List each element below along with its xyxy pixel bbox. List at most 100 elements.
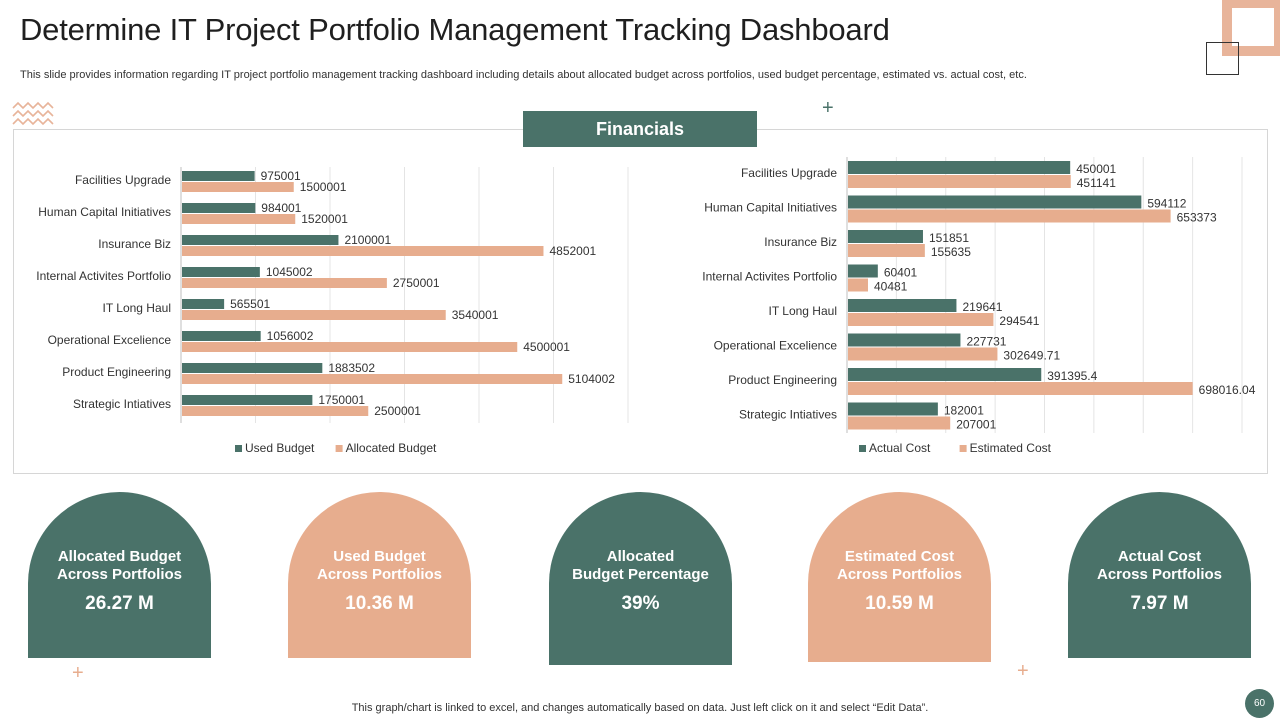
legend-swatch xyxy=(335,445,343,452)
category-label: Strategic Intiatives xyxy=(73,397,171,411)
data-label: 182001 xyxy=(944,404,984,418)
category-label: IT Long Haul xyxy=(103,301,172,315)
bar-allocated-budget xyxy=(182,342,518,352)
bar-allocated-budget xyxy=(182,214,296,224)
data-label: 698016.04 xyxy=(1199,383,1256,397)
category-label: Operational Excelience xyxy=(714,339,838,353)
bar-used-budget xyxy=(182,171,255,181)
bar-allocated-budget xyxy=(182,182,294,192)
data-label: 60401 xyxy=(884,266,918,280)
page-number: 60 xyxy=(1245,689,1274,718)
plus-decoration-icon: + xyxy=(822,97,834,119)
bar-estimated-cost xyxy=(848,382,1193,395)
category-label: Human Capital Initiatives xyxy=(704,201,837,215)
data-label: 4500001 xyxy=(523,340,570,354)
kpi-card-allocated-budget: Allocated Budget Across Portfolios 26.27… xyxy=(28,492,211,658)
data-label: 219641 xyxy=(962,300,1002,314)
legend-label: Allocated Budget xyxy=(346,441,437,455)
category-label: Insurance Biz xyxy=(98,237,171,251)
kpi-card-actual-cost: Actual Cost Across Portfolios 7.97 M xyxy=(1068,492,1251,658)
kpi-label: Estimated Cost Across Portfolios xyxy=(836,548,963,583)
data-label: 1056002 xyxy=(267,329,314,343)
category-label: IT Long Haul xyxy=(769,304,838,318)
bar-actual-cost xyxy=(848,195,1142,209)
bar-actual-cost xyxy=(848,264,878,278)
category-label: Human Capital Initiatives xyxy=(38,205,171,219)
data-label: 1045002 xyxy=(266,265,313,279)
bar-used-budget xyxy=(182,363,323,373)
bar-estimated-cost xyxy=(848,278,868,292)
kpi-card-estimated-cost: Estimated Cost Across Portfolios 10.59 M xyxy=(808,492,991,662)
bar-allocated-budget xyxy=(182,374,563,384)
data-label: 984001 xyxy=(261,201,301,215)
bar-allocated-budget xyxy=(182,278,387,288)
bar-actual-cost xyxy=(848,299,957,312)
category-label: Internal Activites Portfolio xyxy=(702,270,837,284)
kpi-value: 10.59 M xyxy=(865,593,934,614)
bar-estimated-cost xyxy=(848,347,998,361)
data-label: 451141 xyxy=(1077,176,1116,190)
category-label: Internal Activites Portfolio xyxy=(36,269,171,283)
data-label: 391395.4 xyxy=(1047,369,1097,383)
kpi-label: Allocated Budget Across Portfolios xyxy=(56,548,183,583)
zigzag-decoration-icon xyxy=(12,101,54,126)
slide-title: Determine IT Project Portfolio Managemen… xyxy=(20,12,890,47)
kpi-value: 7.97 M xyxy=(1130,593,1189,614)
data-label: 653373 xyxy=(1177,211,1217,225)
kpi-label: Used Budget Across Portfolios xyxy=(316,548,443,583)
bar-estimated-cost xyxy=(848,313,994,326)
financials-header: Financials xyxy=(523,111,757,147)
bar-allocated-budget xyxy=(182,310,446,320)
bar-estimated-cost xyxy=(848,416,951,430)
category-label: Facilities Upgrade xyxy=(741,166,837,180)
bar-actual-cost xyxy=(848,333,961,347)
legend-label: Actual Cost xyxy=(869,441,931,455)
bar-used-budget xyxy=(182,395,313,405)
data-label: 4852001 xyxy=(549,244,596,258)
data-label: 2750001 xyxy=(393,276,440,290)
bar-estimated-cost xyxy=(848,209,1171,223)
bar-used-budget xyxy=(182,299,225,309)
data-label: 5104002 xyxy=(568,372,615,386)
data-label: 2100001 xyxy=(344,233,391,247)
bar-estimated-cost xyxy=(848,175,1071,188)
data-label: 155635 xyxy=(931,245,971,259)
decorative-square-large xyxy=(1222,0,1280,56)
category-label: Product Engineering xyxy=(62,365,171,379)
bar-allocated-budget xyxy=(182,246,544,256)
category-label: Facilities Upgrade xyxy=(75,173,171,187)
bar-estimated-cost xyxy=(848,244,925,257)
data-label: 40481 xyxy=(874,280,908,294)
legend-swatch xyxy=(959,445,967,452)
data-label: 294541 xyxy=(999,314,1039,328)
data-label: 3540001 xyxy=(452,308,499,322)
data-label: 975001 xyxy=(261,169,301,183)
slide-subtitle: This slide provides information regardin… xyxy=(20,69,1027,81)
bar-actual-cost xyxy=(848,402,938,416)
financials-panel: Facilities Upgrade 975001 1500001 Human Cap… xyxy=(13,129,1268,474)
category-label: Product Engineering xyxy=(728,373,837,387)
kpi-card-budget-percentage: Allocated Budget Percentage 39% xyxy=(549,492,732,665)
plus-decoration-icon: + xyxy=(1017,660,1029,682)
bar-actual-cost xyxy=(848,230,923,243)
category-label: Operational Excelience xyxy=(48,333,172,347)
bar-actual-cost xyxy=(848,161,1071,174)
legend-label: Used Budget xyxy=(245,441,315,455)
data-label: 1520001 xyxy=(301,212,348,226)
kpi-label: Actual Cost Across Portfolios xyxy=(1096,548,1223,583)
data-label: 2500001 xyxy=(374,404,421,418)
category-label: Insurance Biz xyxy=(764,235,837,249)
bar-allocated-budget xyxy=(182,406,369,416)
footer-note: This graph/chart is linked to excel, and… xyxy=(351,702,929,714)
legend-label: Estimated Cost xyxy=(970,441,1052,455)
category-label: Strategic Intiatives xyxy=(739,408,837,422)
data-label: 227731 xyxy=(966,335,1006,349)
kpi-value: 39% xyxy=(621,593,660,614)
kpi-label: Allocated Budget Percentage xyxy=(572,548,709,583)
legend-swatch xyxy=(235,445,242,452)
data-label: 565501 xyxy=(230,297,270,311)
data-label: 151851 xyxy=(929,231,969,245)
bar-used-budget xyxy=(182,267,260,277)
